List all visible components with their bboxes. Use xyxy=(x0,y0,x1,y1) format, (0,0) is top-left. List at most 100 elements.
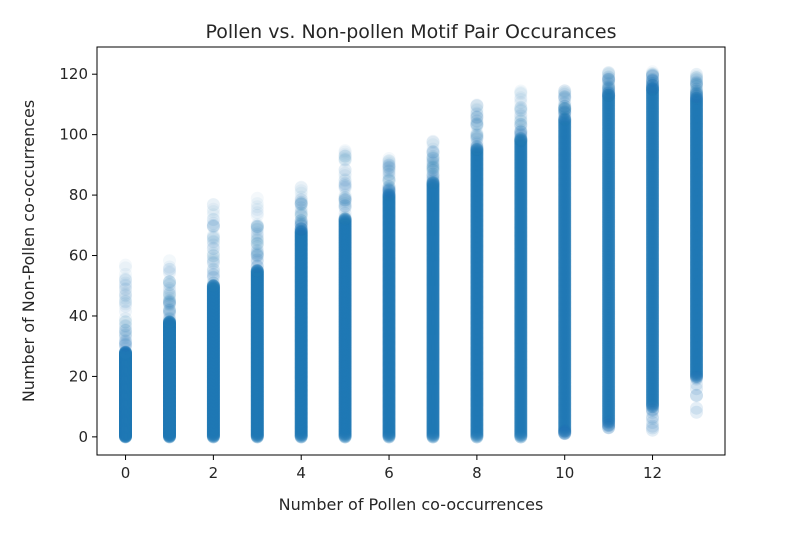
scatter-point xyxy=(119,398,132,411)
scatter-point xyxy=(294,418,308,432)
scatter-point xyxy=(119,388,132,402)
scatter-point xyxy=(206,238,220,252)
scatter-point xyxy=(206,280,220,294)
scatter-point xyxy=(206,428,220,442)
scatter-point xyxy=(294,413,308,427)
scatter-point xyxy=(119,364,132,377)
scatter-point xyxy=(119,371,132,385)
scatter-point xyxy=(250,418,264,432)
scatter-point xyxy=(294,426,308,440)
scatter-point xyxy=(250,330,264,344)
scatter-point xyxy=(119,370,132,384)
scatter-point xyxy=(206,235,220,249)
scatter-point xyxy=(206,343,220,357)
scatter-point xyxy=(163,295,176,309)
scatter-point xyxy=(250,371,264,385)
scatter-point xyxy=(250,410,264,424)
scatter-point xyxy=(119,393,132,407)
scatter-point xyxy=(294,416,308,430)
scatter-point xyxy=(163,316,176,330)
scatter-point xyxy=(294,398,308,412)
scatter-point xyxy=(119,416,132,430)
scatter-point xyxy=(250,370,264,383)
scatter-point xyxy=(294,421,308,435)
scatter-point xyxy=(206,202,220,216)
scatter-point xyxy=(250,282,264,296)
scatter-point xyxy=(250,415,264,429)
chart-title: Pollen vs. Non-pollen Motif Pair Occuran… xyxy=(206,21,617,43)
scatter-point xyxy=(206,310,220,324)
scatter-point xyxy=(163,425,176,439)
scatter-point xyxy=(163,429,176,443)
scatter-point xyxy=(250,347,264,361)
scatter-point xyxy=(119,389,132,403)
scatter-point xyxy=(119,278,132,292)
scatter-point xyxy=(250,312,264,326)
scatter-point xyxy=(163,348,176,362)
scatter-point xyxy=(206,340,220,354)
scatter-point xyxy=(250,327,264,341)
scatter-point xyxy=(163,293,176,307)
scatter-point xyxy=(163,329,176,343)
scatter-point xyxy=(119,368,132,382)
scatter-point xyxy=(206,263,220,277)
scatter-point xyxy=(250,389,264,403)
scatter-point xyxy=(426,156,440,170)
scatter-point xyxy=(163,318,176,332)
scatter-point xyxy=(119,356,132,370)
scatter-point xyxy=(250,331,264,345)
scatter-point xyxy=(250,337,264,351)
scatter-point xyxy=(206,377,220,391)
scatter-point xyxy=(250,408,264,422)
scatter-point xyxy=(646,72,659,86)
scatter-point xyxy=(206,329,220,343)
scatter-point xyxy=(250,338,264,352)
scatter-point xyxy=(163,398,176,412)
scatter-point xyxy=(206,228,220,242)
scatter-point xyxy=(206,370,220,384)
scatter-point xyxy=(119,373,132,387)
scatter-point xyxy=(250,368,264,382)
scatter-point xyxy=(206,379,220,392)
scatter-point xyxy=(163,328,176,342)
scatter-point xyxy=(163,388,176,402)
scatter-point xyxy=(163,302,176,316)
scatter-point xyxy=(206,332,220,346)
scatter-point xyxy=(250,373,264,387)
y-tick-label: 40 xyxy=(69,307,88,325)
scatter-point xyxy=(163,320,176,333)
scatter-point xyxy=(163,338,176,352)
scatter-point xyxy=(163,342,176,356)
scatter-point xyxy=(119,324,132,338)
scatter-point xyxy=(119,429,132,443)
scatter-point xyxy=(119,407,132,421)
scatter-point xyxy=(294,394,308,408)
scatter-point xyxy=(119,377,132,391)
scatter-point xyxy=(294,391,308,405)
scatter-point xyxy=(250,320,264,333)
scatter-point xyxy=(206,344,220,358)
scatter-point xyxy=(163,373,176,387)
scatter-point xyxy=(690,377,703,391)
scatter-point xyxy=(119,426,132,440)
scatter-point xyxy=(163,394,176,408)
scatter-point xyxy=(250,402,264,416)
scatter-point xyxy=(206,429,220,443)
scatter-point xyxy=(163,421,176,435)
scatter-point xyxy=(119,372,132,386)
scatter-point xyxy=(250,396,264,410)
scatter-point xyxy=(426,145,440,159)
scatter-point xyxy=(163,382,176,396)
scatter-point xyxy=(206,387,220,401)
scatter-point xyxy=(119,390,132,404)
scatter-point xyxy=(250,298,264,312)
scatter-point xyxy=(250,377,264,391)
scatter-point xyxy=(250,406,264,419)
scatter-point xyxy=(119,390,132,404)
scatter-point xyxy=(206,288,220,301)
scatter-point xyxy=(119,353,132,367)
scatter-point xyxy=(250,382,264,396)
scatter-point xyxy=(250,393,264,407)
scatter-point xyxy=(119,391,132,405)
scatter-point xyxy=(119,428,132,442)
